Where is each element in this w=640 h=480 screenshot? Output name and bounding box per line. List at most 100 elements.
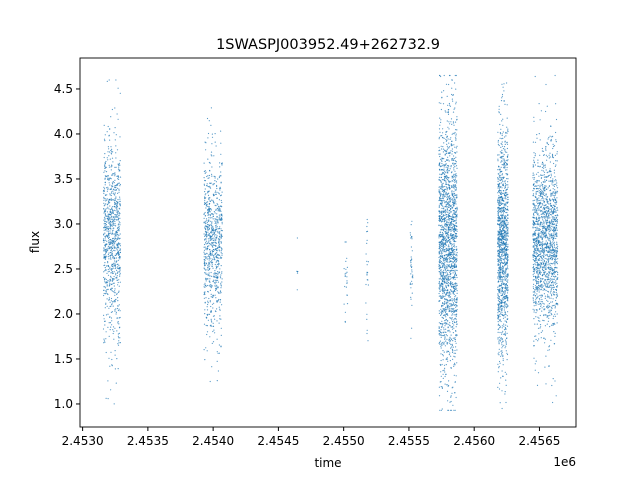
data-point — [454, 107, 456, 109]
data-point — [501, 236, 503, 238]
data-point — [500, 241, 503, 243]
data-point — [444, 235, 446, 237]
data-point — [453, 169, 455, 171]
data-point — [208, 245, 210, 247]
data-point — [507, 217, 509, 219]
data-point — [439, 163, 441, 165]
data-point — [208, 297, 210, 300]
data-point — [499, 247, 501, 249]
data-point — [108, 236, 110, 238]
data-point — [217, 232, 219, 234]
data-point — [218, 205, 220, 208]
data-point — [451, 87, 453, 89]
data-point — [448, 121, 450, 123]
data-point — [505, 268, 507, 270]
data-point — [445, 247, 447, 249]
data-point — [209, 257, 211, 259]
data-point — [454, 121, 457, 123]
data-point — [118, 167, 120, 169]
data-point — [499, 201, 501, 203]
data-point — [453, 220, 455, 223]
data-point — [500, 143, 502, 145]
data-point — [440, 210, 443, 212]
data-point — [438, 206, 440, 208]
data-point — [456, 362, 458, 364]
data-point — [343, 303, 345, 305]
data-point — [109, 230, 111, 232]
data-point — [501, 133, 503, 135]
data-point — [218, 210, 220, 212]
data-point — [454, 137, 457, 139]
data-point — [456, 323, 458, 326]
data-point — [215, 289, 217, 292]
data-point — [498, 215, 500, 217]
data-point — [107, 254, 109, 256]
data-point — [502, 244, 504, 246]
data-point — [118, 279, 120, 281]
data-point — [217, 260, 219, 262]
data-point — [548, 309, 550, 311]
data-point — [456, 167, 458, 169]
data-point — [504, 287, 506, 289]
data-points — [102, 74, 559, 411]
data-point — [504, 225, 506, 227]
data-point — [117, 209, 119, 211]
data-point — [456, 196, 458, 198]
data-point — [115, 186, 117, 188]
data-point — [443, 74, 445, 77]
data-point — [504, 290, 506, 292]
data-point — [204, 226, 206, 228]
data-point — [205, 257, 207, 259]
data-point — [503, 251, 505, 253]
data-point — [498, 281, 500, 283]
data-point — [500, 234, 502, 236]
data-point — [204, 170, 206, 172]
data-point — [218, 322, 220, 324]
data-point — [203, 177, 205, 179]
data-point — [108, 134, 110, 136]
data-point — [212, 199, 214, 201]
data-point — [107, 220, 109, 222]
data-point — [107, 216, 109, 218]
data-point — [445, 287, 448, 289]
data-point — [114, 290, 116, 292]
data-point — [500, 239, 502, 241]
data-point — [456, 334, 458, 336]
data-point — [104, 178, 106, 180]
data-point — [112, 329, 114, 331]
data-point — [105, 171, 108, 173]
data-point — [499, 285, 501, 287]
data-point — [107, 233, 110, 235]
data-point — [119, 217, 121, 219]
data-point — [453, 212, 455, 214]
data-point — [456, 213, 458, 215]
data-point — [497, 203, 499, 205]
data-point — [443, 329, 445, 331]
data-point — [497, 180, 499, 182]
data-point — [114, 235, 116, 237]
data-point — [446, 195, 449, 197]
data-point — [499, 257, 501, 259]
data-point — [206, 227, 208, 229]
data-point — [443, 189, 445, 191]
data-point — [211, 175, 213, 177]
data-point — [119, 198, 121, 200]
data-point — [500, 274, 502, 276]
data-point — [439, 117, 441, 119]
data-point — [410, 237, 412, 239]
data-point — [438, 237, 440, 239]
data-point — [441, 288, 444, 290]
data-point — [444, 375, 446, 378]
data-point — [553, 288, 555, 291]
data-point — [204, 239, 206, 241]
data-point — [206, 350, 208, 352]
data-point — [505, 241, 507, 243]
data-point — [209, 237, 211, 239]
data-point — [456, 182, 458, 184]
data-point — [409, 282, 411, 284]
data-point — [112, 326, 115, 328]
data-point — [210, 261, 212, 263]
data-point — [500, 232, 502, 234]
data-point — [451, 258, 454, 260]
data-point — [118, 323, 120, 325]
